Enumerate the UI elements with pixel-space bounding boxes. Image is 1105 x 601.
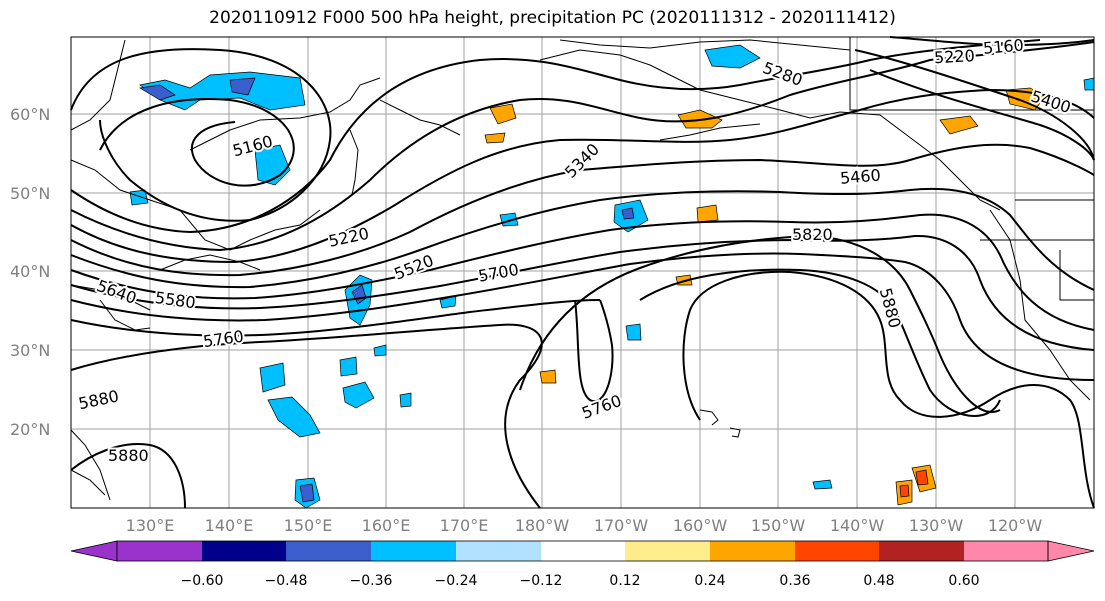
colorbar-cell	[286, 541, 371, 561]
colorbar-extend-low	[70, 540, 118, 562]
colorbar-tick-label: −0.24	[435, 573, 478, 589]
latitude-labels: 60°N 50°N 40°N 30°N 20°N	[10, 105, 50, 439]
precip-blob	[484, 132, 506, 144]
colorbar-cell	[710, 541, 795, 561]
colorbar-cell	[371, 541, 456, 561]
contour-label: 5460	[839, 165, 881, 187]
colorbar-tick-label: 0.60	[948, 573, 979, 589]
precip-blob	[342, 381, 375, 409]
precip-blob	[373, 344, 387, 357]
contour-5160-ne	[889, 36, 1095, 47]
colorbar-tick-label: −0.60	[181, 573, 224, 589]
contour-5760-west	[70, 299, 601, 337]
precip-blob	[704, 44, 761, 69]
lat-label: 30°N	[10, 341, 50, 360]
lon-label: 130°E	[126, 516, 175, 535]
precip-blob	[899, 484, 910, 498]
colorbar-tick-label: −0.36	[350, 573, 393, 589]
colorbar-tick-label: 0.12	[609, 573, 640, 589]
contour-5580	[70, 213, 1095, 331]
contour-label: 5160	[982, 35, 1024, 57]
colorbar-tick-label: −0.12	[520, 573, 563, 589]
precip-blob	[138, 84, 176, 101]
contour-ring	[854, 49, 1095, 161]
contour-ring2	[869, 69, 1095, 161]
precip-blob	[539, 369, 557, 384]
lon-label: 140°W	[830, 516, 885, 535]
lat-label: 20°N	[10, 420, 50, 439]
lat-label: 50°N	[10, 184, 50, 203]
colorbar-cell	[202, 541, 286, 561]
precip-blob	[812, 479, 833, 490]
map-title: 2020110912 F000 500 hPa height, precipit…	[209, 8, 896, 28]
colorbar-cell	[625, 541, 710, 561]
lon-label: 170°W	[594, 516, 649, 535]
precip-blob	[129, 189, 149, 206]
precip-blob	[267, 396, 321, 438]
contour-5280-main	[70, 39, 1041, 234]
precip-blob	[625, 323, 642, 341]
contour-5760-loop	[574, 299, 614, 403]
contour-label: 5220	[934, 46, 976, 67]
contour-5160-west	[99, 98, 295, 187]
contour-5520	[70, 187, 1095, 291]
colorbar-tick-label: 0.36	[779, 573, 810, 589]
lon-label: 150°W	[751, 516, 806, 535]
precip-blob	[915, 469, 929, 486]
contour-5220-west	[70, 48, 332, 222]
colorbar-tick-label: 0.24	[694, 573, 725, 589]
height-contours	[70, 36, 1095, 509]
lon-label: 120°W	[988, 516, 1043, 535]
lon-label: 180°W	[515, 516, 570, 535]
colorbar-tick-label: 0.48	[863, 573, 894, 589]
colorbar-cell	[117, 541, 202, 561]
precip-blob	[621, 207, 635, 220]
contour-5880-sw	[70, 443, 186, 509]
coastlines	[70, 37, 1094, 501]
precip-blob	[399, 392, 412, 408]
precip-blob	[339, 356, 358, 377]
contour-5820	[519, 234, 1001, 413]
colorbar-extend-high	[1047, 540, 1095, 562]
lat-label: 60°N	[10, 105, 50, 124]
colorbar-cell	[541, 541, 625, 561]
precip-blob	[939, 115, 979, 135]
precip-positive-areas	[484, 87, 1046, 506]
contour-5880-west	[70, 323, 543, 509]
longitude-labels: 130°E 140°E 150°E 160°E 170°E 180°W 170°…	[126, 516, 1043, 535]
lon-label: 170°E	[440, 516, 489, 535]
lon-label: 150°E	[284, 516, 333, 535]
contour-label: 5880	[108, 446, 149, 465]
contour-5760-east	[639, 268, 1001, 417]
lon-label: 130°W	[909, 516, 964, 535]
contour-label: 5820	[792, 225, 833, 244]
colorbar: −0.60 −0.48 −0.36 −0.24 −0.12 0.12 0.24 …	[70, 540, 1095, 589]
precip-blob	[489, 103, 517, 125]
colorbar-cell	[879, 541, 964, 561]
graticule	[71, 37, 1094, 508]
precip-blob	[299, 483, 315, 503]
precip-blob	[696, 204, 719, 223]
lat-label: 40°N	[10, 262, 50, 281]
lon-label: 160°W	[673, 516, 728, 535]
contour-5400	[70, 88, 1095, 264]
colorbar-cell	[456, 541, 541, 561]
contour-5880-east	[682, 270, 1095, 509]
lon-label: 160°E	[362, 516, 411, 535]
precip-blob	[259, 362, 286, 393]
colorbar-tick-label: −0.48	[265, 573, 308, 589]
map-panel: 5160 5160 5220 5220 5280 5340 5400 5460 …	[70, 33, 1095, 509]
colorbar-cell	[795, 541, 879, 561]
precip-blob	[1083, 77, 1095, 91]
precip-blob	[229, 77, 256, 96]
lon-label: 140°E	[205, 516, 254, 535]
contour-5640	[70, 234, 1095, 351]
colorbar-cell	[964, 541, 1048, 561]
contour-5460	[70, 143, 1095, 277]
